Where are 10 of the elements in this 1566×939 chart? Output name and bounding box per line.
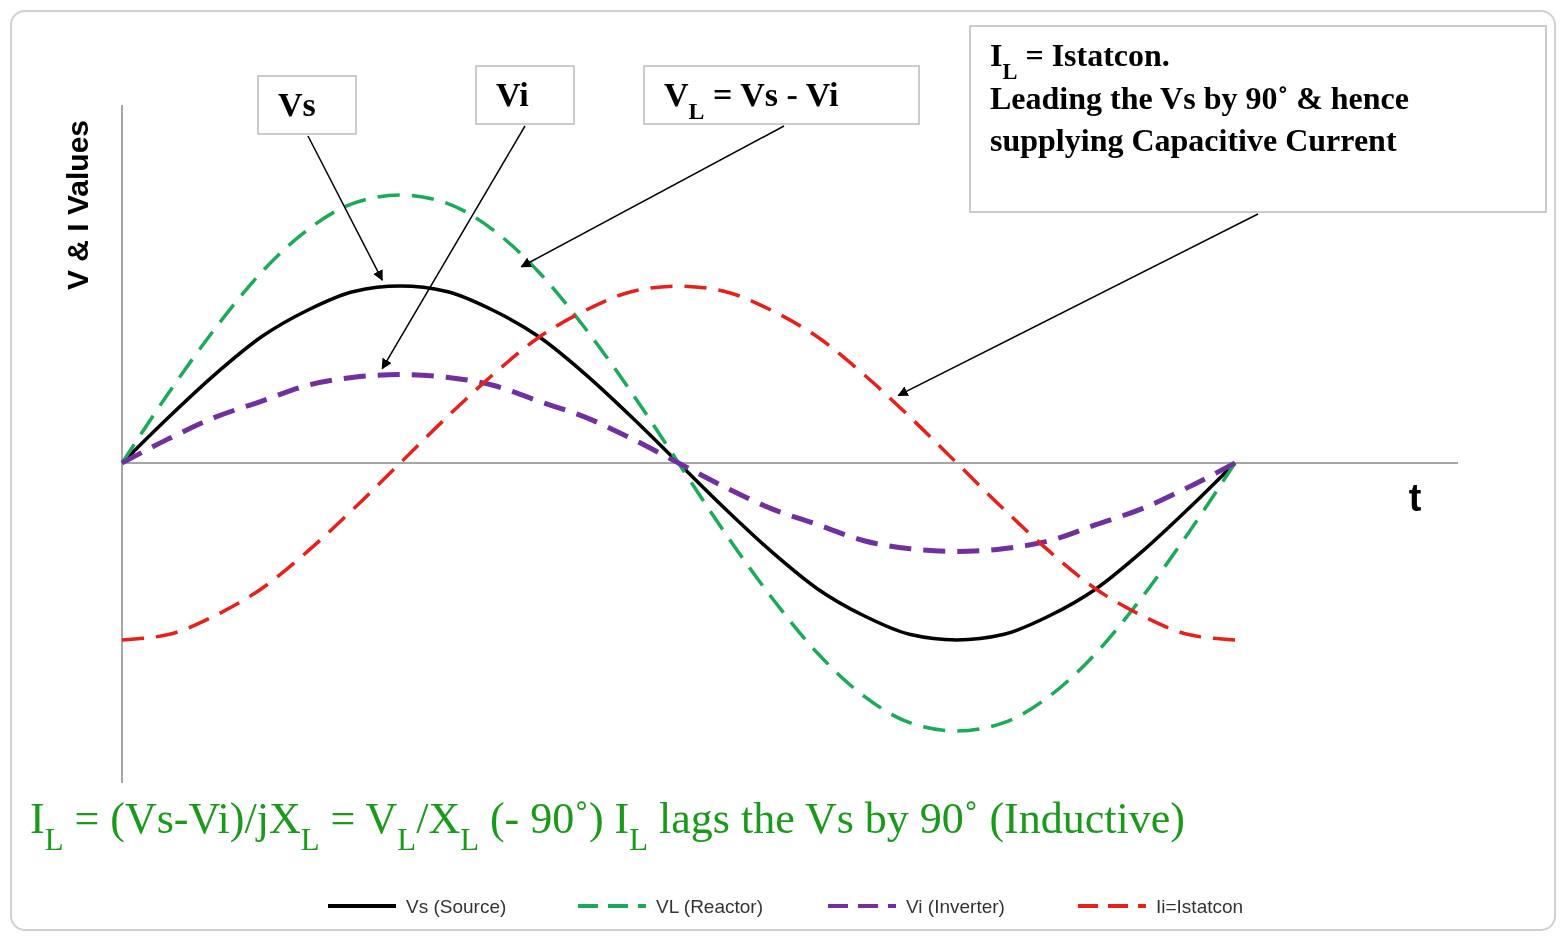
text: Vs bbox=[278, 86, 316, 123]
legend-label: VL (Reactor) bbox=[656, 896, 763, 917]
legend-label: Vs (Source) bbox=[406, 896, 507, 917]
text: I$_{L}$ = (Vs-Vi)/jX$_{L}$ = V$_{L}$/X$_{L}$ (- 90˚) I$_{L}$ lags the Vs by 90˚ (Inductive) bbox=[30, 794, 1185, 857]
y-axis-title: V & I Values bbox=[61, 119, 94, 291]
x-axis-title: t bbox=[1408, 477, 1422, 519]
text: Vi bbox=[496, 76, 529, 113]
legend-label: Ii=Istatcon bbox=[1156, 896, 1244, 917]
text: V$_{L}$ = Vs - Vi bbox=[664, 76, 839, 124]
legend-label: Vi (Inverter) bbox=[906, 896, 1005, 917]
